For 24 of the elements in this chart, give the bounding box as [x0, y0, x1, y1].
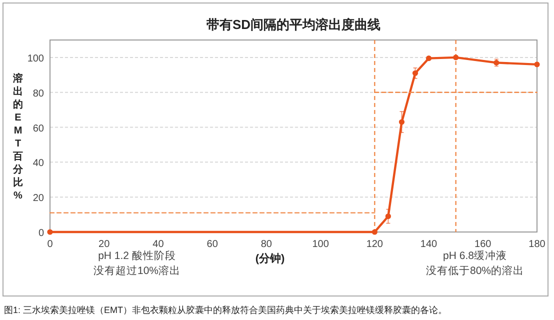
text: pH 1.2 酸性阶段 [98, 250, 176, 262]
text: 没有低于80%的溶出 [426, 264, 524, 277]
y-tick-label: 80 [32, 88, 44, 100]
x-tick-label: 80 [260, 239, 272, 250]
x-tick-label: 60 [206, 239, 218, 250]
x-tick-label: 40 [152, 239, 164, 250]
x-tick-label: 160 [474, 239, 492, 250]
text: pH 6.8缓冲液 [443, 249, 507, 262]
x-tick-label: 100 [312, 239, 330, 250]
y-tick-label: 40 [32, 158, 44, 170]
y-tick-label: 60 [32, 123, 44, 134]
x-tick-label: 180 [528, 239, 546, 250]
x-axis-title: (分钟) [255, 252, 285, 265]
x-tick-label: 120 [366, 239, 384, 250]
x-tick-label: 140 [420, 239, 438, 250]
x-tick-label: 20 [98, 239, 110, 250]
y-tick-label: 20 [32, 193, 44, 204]
chart-title: 带有SD间隔的平均溶出度曲线 [206, 17, 381, 32]
caption: 图1: 三水埃索美拉唑镁（EMT）非包衣颗粒从胶囊中的释放符合美国药典中关于埃索美拉唑镁缓释胶囊的各论。 [4, 305, 448, 315]
x-tick-label: 0 [47, 239, 54, 250]
y-tick-label: 0 [38, 228, 44, 239]
text: 没有超过10%溶出 [93, 264, 181, 277]
text: 溶出的EMT百分比% [13, 74, 23, 202]
y-tick-label: 100 [27, 53, 44, 64]
